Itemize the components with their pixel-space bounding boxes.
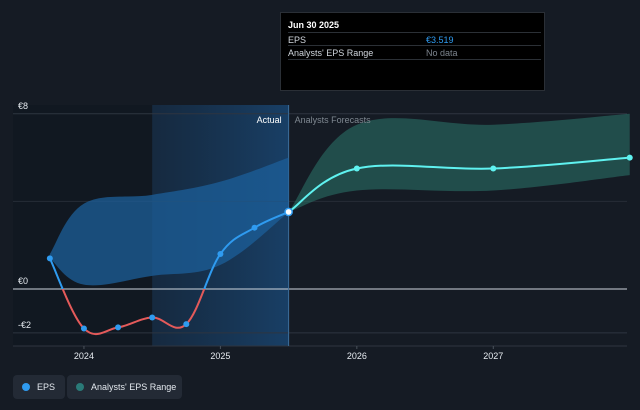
y-tick-label-2: -€2 (18, 320, 31, 330)
eps-point-4 (183, 321, 190, 328)
tooltip-range-label: Analysts' EPS Range (288, 48, 374, 58)
eps-point-5 (217, 250, 224, 257)
eps-point-1 (80, 325, 87, 332)
legend-range-dot-icon (76, 383, 84, 391)
x-tick-label-3: 2027 (483, 351, 503, 361)
tooltip-date: Jun 30 2025 (288, 20, 340, 30)
tooltip-eps-label: EPS (288, 35, 307, 45)
legend-range-label: Analysts' EPS Range (91, 382, 177, 392)
eps-point-6 (251, 224, 258, 231)
eps-line-positive (48, 211, 290, 290)
tooltip-row-eps: EPS €3.519 (288, 32, 541, 46)
y-tick-label-1: €0 (18, 276, 28, 286)
eps-point-7 (284, 207, 293, 217)
tooltip-row-range: Analysts' EPS Range No data (288, 45, 541, 60)
forecast-point-1 (353, 165, 360, 172)
legend-eps-label: EPS (37, 382, 56, 392)
eps-point-2 (115, 324, 122, 331)
legend-item-eps[interactable]: EPS (13, 375, 65, 399)
forecast-range-band (288, 113, 630, 212)
legend-eps-dot-icon (22, 383, 30, 391)
actual-range-band (49, 157, 289, 286)
x-tick-label-2: 2026 (347, 351, 367, 361)
eps-forecast-line (288, 156, 630, 213)
forecast-point-2 (490, 165, 497, 172)
y-tick-label-0: €8 (18, 101, 28, 111)
legend-item-eps-range[interactable]: Analysts' EPS Range (67, 375, 182, 399)
actual-label: Actual (257, 115, 282, 125)
tooltip: Jun 30 2025 EPS €3.519 Analysts' EPS Ran… (280, 12, 545, 91)
tooltip-range-value: No data (426, 48, 458, 58)
tooltip-eps-value: €3.519 (426, 35, 454, 45)
eps-point-3 (149, 314, 156, 321)
x-tick-label-1: 2025 (210, 351, 230, 361)
forecast-point-3 (626, 154, 633, 161)
forecast-label: Analysts Forecasts (295, 115, 372, 125)
x-tick-label-0: 2024 (74, 351, 94, 361)
eps-point-0 (46, 255, 53, 262)
